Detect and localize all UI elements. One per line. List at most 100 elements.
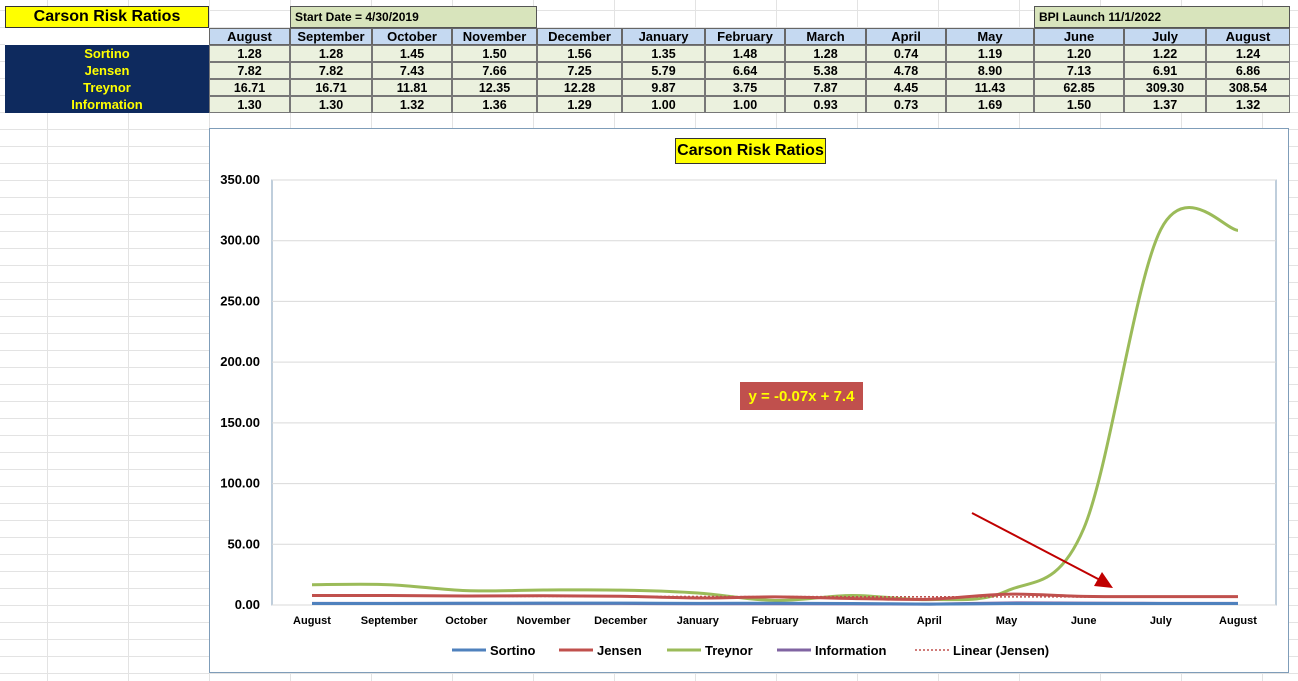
table-cell: 7.25	[537, 62, 622, 79]
column-header: June	[1034, 28, 1124, 45]
table-cell: 5.38	[785, 62, 866, 79]
x-tick-label: September	[361, 615, 419, 627]
column-header: August	[209, 28, 290, 45]
row-label: Sortino	[5, 45, 209, 62]
table-cell: 62.85	[1034, 79, 1124, 96]
table-cell: 1.45	[372, 45, 452, 62]
sheet-title: Carson Risk Ratios	[5, 6, 209, 28]
y-tick-label: 300.00	[220, 233, 260, 248]
column-header: August	[1206, 28, 1290, 45]
table-cell: 0.74	[866, 45, 946, 62]
x-tick-label: July	[1150, 615, 1173, 627]
table-cell: 1.36	[452, 96, 537, 113]
table-cell: 1.28	[290, 45, 372, 62]
table-cell: 1.32	[372, 96, 452, 113]
table-cell: 8.90	[946, 62, 1034, 79]
column-header: October	[372, 28, 452, 45]
column-header: November	[452, 28, 537, 45]
x-tick-label: December	[594, 615, 648, 627]
table-cell: 1.37	[1124, 96, 1206, 113]
row-label: Jensen	[5, 62, 209, 79]
column-header: April	[866, 28, 946, 45]
table-cell: 6.64	[705, 62, 785, 79]
table-cell: 12.28	[537, 79, 622, 96]
table-cell: 7.82	[290, 62, 372, 79]
table-cell: 16.71	[209, 79, 290, 96]
row-label: Information	[5, 96, 209, 113]
trendline-equation: y = -0.07x + 7.4	[740, 382, 863, 410]
table-cell: 1.22	[1124, 45, 1206, 62]
row-label-spacer	[5, 28, 209, 45]
x-tick-label: February	[751, 615, 799, 627]
x-tick-label: March	[836, 615, 869, 627]
table-cell: 6.91	[1124, 62, 1206, 79]
x-tick-label: June	[1071, 615, 1097, 627]
table-cell: 12.35	[452, 79, 537, 96]
legend-label: Information	[815, 643, 887, 658]
x-tick-label: October	[445, 615, 488, 627]
table-cell: 1.69	[946, 96, 1034, 113]
table-cell: 1.24	[1206, 45, 1290, 62]
legend-label: Jensen	[597, 643, 642, 658]
table-cell: 0.93	[785, 96, 866, 113]
table-cell: 1.48	[705, 45, 785, 62]
table-cell: 7.87	[785, 79, 866, 96]
table-cell: 1.28	[209, 45, 290, 62]
table-cell: 7.66	[452, 62, 537, 79]
table-cell: 9.87	[622, 79, 705, 96]
x-tick-label: May	[996, 615, 1018, 627]
x-tick-label: August	[293, 615, 331, 627]
table-cell: 6.86	[1206, 62, 1290, 79]
y-tick-label: 350.00	[220, 172, 260, 187]
table-cell: 308.54	[1206, 79, 1290, 96]
annotation-arrow-line	[971, 512, 1101, 581]
column-header: September	[290, 28, 372, 45]
y-tick-label: 50.00	[227, 536, 260, 551]
bpi-launch-cell: BPI Launch 11/1/2022	[1034, 6, 1290, 28]
table-cell: 309.30	[1124, 79, 1206, 96]
start-date-cell: Start Date = 4/30/2019	[290, 6, 537, 28]
table-cell: 1.32	[1206, 96, 1290, 113]
y-tick-label: 150.00	[220, 415, 260, 430]
column-header: January	[622, 28, 705, 45]
table-cell: 1.50	[1034, 96, 1124, 113]
series-line-sortino	[311, 601, 1239, 606]
table-cell: 1.30	[290, 96, 372, 113]
table-cell: 1.35	[622, 45, 705, 62]
table-cell: 7.82	[209, 62, 290, 79]
table-cell: 1.30	[209, 96, 290, 113]
y-tick-label: 0.00	[235, 597, 260, 612]
table-cell: 1.28	[785, 45, 866, 62]
table-cell: 4.78	[866, 62, 946, 79]
row-label: Treynor	[5, 79, 209, 96]
table-cell: 16.71	[290, 79, 372, 96]
table-cell: 4.45	[866, 79, 946, 96]
series-line-jensen	[311, 592, 1239, 601]
y-tick-label: 250.00	[220, 293, 260, 308]
table-cell: 11.81	[372, 79, 452, 96]
table-cell: 1.56	[537, 45, 622, 62]
x-tick-label: November	[517, 615, 572, 627]
column-header: May	[946, 28, 1034, 45]
table-cell: 5.79	[622, 62, 705, 79]
annotation-arrow-head	[1094, 572, 1113, 588]
legend-label: Sortino	[490, 643, 536, 658]
column-header: February	[705, 28, 785, 45]
table-cell: 7.43	[372, 62, 452, 79]
column-header: July	[1124, 28, 1206, 45]
table-cell: 11.43	[946, 79, 1034, 96]
column-header: March	[785, 28, 866, 45]
chart-title: Carson Risk Ratios	[675, 138, 826, 164]
y-tick-label: 100.00	[220, 476, 260, 491]
legend-label: Treynor	[705, 643, 753, 658]
table-cell: 1.29	[537, 96, 622, 113]
table-cell: 1.00	[705, 96, 785, 113]
table-cell: 1.19	[946, 45, 1034, 62]
x-tick-label: January	[677, 615, 720, 627]
y-tick-label: 200.00	[220, 354, 260, 369]
table-cell: 0.73	[866, 96, 946, 113]
table-cell: 1.00	[622, 96, 705, 113]
table-cell: 1.50	[452, 45, 537, 62]
legend-label: Linear (Jensen)	[953, 643, 1049, 658]
